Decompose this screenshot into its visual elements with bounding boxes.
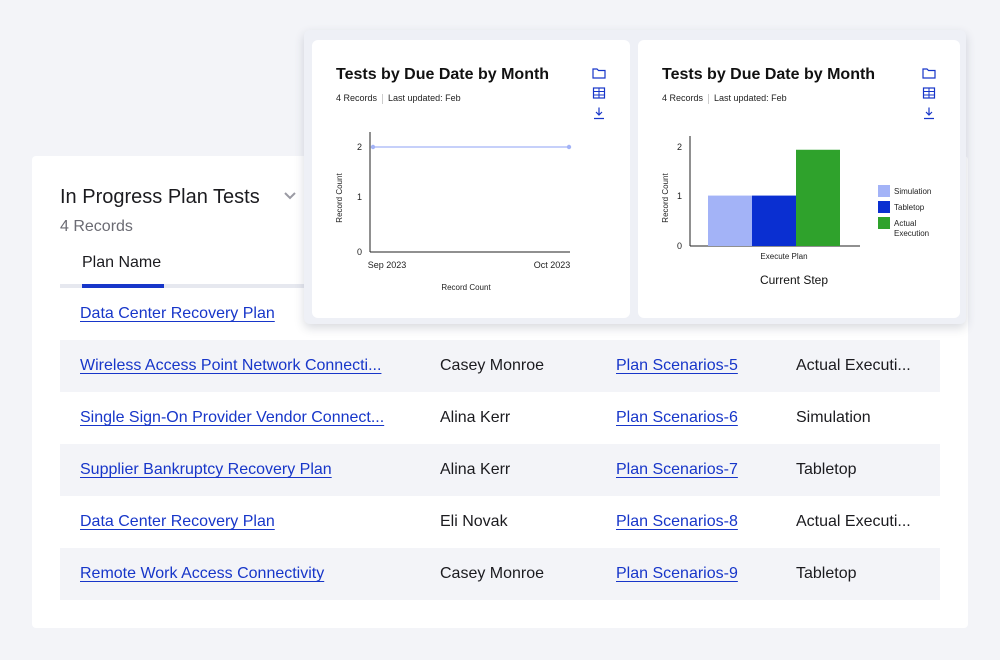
table-row: Supplier Bankruptcy Recovery Plan Alina … <box>60 444 940 496</box>
plan-link[interactable]: Data Center Recovery Plan <box>80 513 275 530</box>
chart-meta: 4 Records Last updated: Feb <box>336 93 461 104</box>
bar-chart-card: Tests by Due Date by Month 4 Records Last… <box>638 40 960 318</box>
scenario-link[interactable]: Plan Scenarios-7 <box>616 461 738 478</box>
table-row: Remote Work Access Connectivity Casey Mo… <box>60 548 940 600</box>
active-column-indicator <box>82 284 164 288</box>
line-chart-plot: 0 1 2 Record Count Sep 2023 Oct 2023 Rec… <box>335 132 572 292</box>
folder-icon[interactable] <box>592 66 606 80</box>
legend-swatch <box>878 201 890 213</box>
record-count: 4 Records <box>60 218 133 235</box>
y-tick-label: 1 <box>357 192 362 202</box>
y-tick-label: 0 <box>677 241 682 251</box>
y-axis-label: Record Count <box>335 173 344 223</box>
scenario-link[interactable]: Plan Scenarios-5 <box>616 357 738 374</box>
plan-link[interactable]: Wireless Access Point Network Connecti..… <box>80 357 382 374</box>
download-icon[interactable] <box>592 106 606 120</box>
scenario-link[interactable]: Plan Scenarios-8 <box>616 513 738 530</box>
x-axis-title: Current Step <box>760 273 828 287</box>
chart-last-updated: Last updated: Feb <box>388 93 461 103</box>
column-header-plan-name[interactable]: Plan Name <box>82 254 162 271</box>
owner-cell: Eli Novak <box>440 513 508 530</box>
step-cell: Tabletop <box>796 565 857 582</box>
chart-title: Tests by Due Date by Month <box>336 66 550 83</box>
legend-label: Simulation <box>894 187 931 196</box>
plan-link[interactable]: Supplier Bankruptcy Recovery Plan <box>80 461 332 478</box>
y-tick-label: 2 <box>357 142 362 152</box>
scenario-link[interactable]: Plan Scenarios-6 <box>616 409 738 426</box>
legend-label: Tabletop <box>894 203 925 212</box>
legend-swatch <box>878 217 890 229</box>
table-body: Data Center Recovery Plan Wireless Acces… <box>60 288 940 600</box>
step-cell: Actual Executi... <box>796 513 911 530</box>
bar-chart-plot: 0 1 2 Record Count Execute Plan Current … <box>661 136 931 287</box>
x-tick-label: Sep 2023 <box>368 260 407 270</box>
owner-cell: Alina Kerr <box>440 461 511 478</box>
y-tick-label: 0 <box>357 247 362 257</box>
scenario-link[interactable]: Plan Scenarios-9 <box>616 565 738 582</box>
y-axis-label: Record Count <box>661 173 670 223</box>
legend-swatch <box>878 185 890 197</box>
chevron-down-icon[interactable] <box>282 188 298 204</box>
plan-link[interactable]: Remote Work Access Connectivity <box>80 565 325 582</box>
line-chart-card: Tests by Due Date by Month 4 Records Last… <box>312 40 630 318</box>
step-cell: Tabletop <box>796 461 857 478</box>
plan-link[interactable]: Single Sign-On Provider Vendor Connect..… <box>80 409 385 426</box>
table-icon[interactable] <box>592 86 606 100</box>
chart-meta: 4 Records Last updated: Feb <box>662 93 787 104</box>
bar[interactable] <box>708 195 752 246</box>
charts-overlay-panel: Tests by Due Date by Month 4 Records Last… <box>304 30 966 324</box>
legend-label: Actual <box>894 219 916 228</box>
owner-cell: Casey Monroe <box>440 565 545 582</box>
table-icon[interactable] <box>922 86 936 100</box>
owner-cell: Alina Kerr <box>440 409 511 426</box>
y-tick-label: 2 <box>677 142 682 152</box>
x-tick-label: Oct 2023 <box>534 260 571 270</box>
bar[interactable] <box>752 195 796 246</box>
chart-actions <box>592 66 606 126</box>
header-underline <box>60 284 310 288</box>
download-icon[interactable] <box>922 106 936 120</box>
chart-record-count: 4 Records <box>662 93 704 103</box>
chart-actions <box>922 66 936 126</box>
owner-cell: Casey Monroe <box>440 357 545 374</box>
legend-label: Execution <box>894 229 929 238</box>
table-row: Wireless Access Point Network Connecti..… <box>60 340 940 392</box>
chart-last-updated: Last updated: Feb <box>714 93 787 103</box>
chart-title: Tests by Due Date by Month <box>662 66 876 83</box>
bar[interactable] <box>796 149 840 246</box>
data-point[interactable] <box>370 144 376 150</box>
y-tick-label: 1 <box>677 191 682 201</box>
folder-icon[interactable] <box>922 66 936 80</box>
table-row: Data Center Recovery Plan Eli Novak Plan… <box>60 496 940 548</box>
x-axis-label: Record Count <box>441 283 491 292</box>
step-cell: Actual Executi... <box>796 357 911 374</box>
data-point[interactable] <box>566 144 572 150</box>
table-row: Single Sign-On Provider Vendor Connect..… <box>60 392 940 444</box>
chart-record-count: 4 Records <box>336 93 378 103</box>
step-cell: Simulation <box>796 409 871 426</box>
x-category-label: Execute Plan <box>760 252 807 261</box>
table-title: In Progress Plan Tests <box>60 186 260 208</box>
